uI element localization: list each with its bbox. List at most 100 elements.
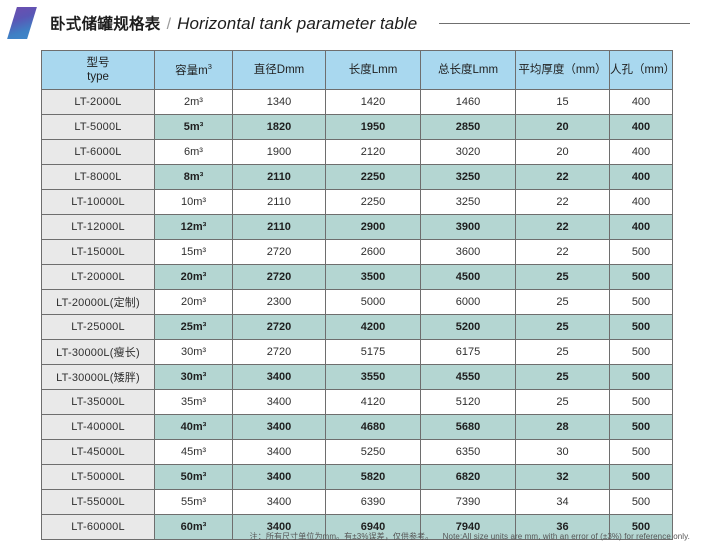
cell-diameter: 2110 — [232, 189, 326, 215]
cell-model: LT-25000L — [41, 314, 155, 340]
table-row: LT-15000L 15m³ 2720 2600 3600 22 500 — [41, 239, 673, 265]
horizontal-tank-spec-table: 型号 type 容量m3 直径Dmm 长度Lmm 总长度Lmm 平均厚度（mm）… — [41, 50, 675, 540]
col-header-capacity-sup: 3 — [207, 61, 212, 71]
cell-capacity: 35m³ — [154, 389, 233, 415]
cell-manhole: 500 — [609, 314, 673, 340]
table-row: LT-30000L(矮胖) 30m³ 3400 3550 4550 25 500 — [41, 364, 673, 390]
cell-diameter: 3400 — [232, 489, 326, 515]
cell-length: 4200 — [325, 314, 421, 340]
cell-model: LT-15000L — [41, 239, 155, 265]
cell-manhole: 500 — [609, 339, 673, 365]
cell-total-length: 3250 — [420, 189, 516, 215]
cell-capacity: 20m³ — [154, 289, 233, 315]
cell-capacity: 10m³ — [154, 189, 233, 215]
table-row: LT-12000L 12m³ 2110 2900 3900 22 400 — [41, 214, 673, 240]
cell-manhole: 500 — [609, 264, 673, 290]
cell-capacity: 2m³ — [154, 89, 233, 115]
col-header-capacity-cn: 容量m — [175, 64, 208, 77]
col-header-model-en: type — [87, 71, 109, 83]
table-row: LT-2000L 2m³ 1340 1420 1460 15 400 — [41, 89, 673, 115]
cell-manhole: 500 — [609, 464, 673, 490]
cell-thickness: 22 — [515, 239, 610, 265]
cell-model: LT-50000L — [41, 464, 155, 490]
table-row: LT-8000L 8m³ 2110 2250 3250 22 400 — [41, 164, 673, 190]
cell-thickness: 30 — [515, 439, 610, 465]
page-title-en: Horizontal tank parameter table — [177, 13, 418, 33]
cell-thickness: 36 — [515, 514, 610, 540]
cell-diameter: 2720 — [232, 314, 326, 340]
spec-table-container: 型号 type 容量m3 直径Dmm 长度Lmm 总长度Lmm 平均厚度（mm）… — [41, 50, 675, 540]
page-header: 卧式储罐规格表 / Horizontal tank parameter tabl… — [0, 0, 706, 45]
cell-thickness: 28 — [515, 414, 610, 440]
cell-length: 6390 — [325, 489, 421, 515]
cell-model: LT-40000L — [41, 414, 155, 440]
cell-capacity: 50m³ — [154, 464, 233, 490]
cell-capacity: 30m³ — [154, 364, 233, 390]
cell-capacity: 12m³ — [154, 214, 233, 240]
cell-capacity: 8m³ — [154, 164, 233, 190]
col-header-diameter: 直径Dmm — [232, 50, 326, 90]
cell-thickness: 32 — [515, 464, 610, 490]
cell-model: LT-5000L — [41, 114, 155, 140]
cell-total-length: 5200 — [420, 314, 516, 340]
cell-capacity: 30m³ — [154, 339, 233, 365]
cell-model: LT-35000L — [41, 389, 155, 415]
cell-capacity: 40m³ — [154, 414, 233, 440]
cell-total-length: 3020 — [420, 139, 516, 165]
cell-total-length: 5680 — [420, 414, 516, 440]
cell-diameter: 1900 — [232, 139, 326, 165]
cell-model: LT-20000L — [41, 264, 155, 290]
cell-manhole: 400 — [609, 139, 673, 165]
cell-model: LT-30000L(瘦长) — [41, 339, 155, 365]
cell-diameter: 2720 — [232, 264, 326, 290]
cell-thickness: 20 — [515, 114, 610, 140]
cell-diameter: 2720 — [232, 239, 326, 265]
cell-manhole: 400 — [609, 189, 673, 215]
cell-capacity: 15m³ — [154, 239, 233, 265]
cell-manhole: 400 — [609, 164, 673, 190]
col-header-manhole: 人孔（mm） — [609, 50, 675, 90]
cell-manhole: 500 — [609, 364, 673, 390]
cell-thickness: 22 — [515, 164, 610, 190]
table-row: LT-30000L(瘦长) 30m³ 2720 5175 6175 25 500 — [41, 339, 673, 365]
cell-length: 5250 — [325, 439, 421, 465]
cell-total-length: 5120 — [420, 389, 516, 415]
col-header-model-cn: 型号 — [86, 56, 110, 69]
brand-slash-icon — [7, 6, 37, 39]
cell-manhole: 500 — [609, 439, 673, 465]
cell-total-length: 1460 — [420, 89, 516, 115]
cell-total-length: 4550 — [420, 364, 516, 390]
cell-diameter: 3400 — [232, 414, 326, 440]
cell-total-length: 6820 — [420, 464, 516, 490]
cell-diameter: 2720 — [232, 339, 326, 365]
cell-manhole: 500 — [609, 239, 673, 265]
cell-model: LT-6000L — [41, 139, 155, 165]
col-header-model: 型号 type — [41, 50, 155, 90]
cell-capacity: 6m³ — [154, 139, 233, 165]
footnote-en: Note:All size units are mm, with an erro… — [442, 532, 690, 541]
cell-total-length: 2850 — [420, 114, 516, 140]
table-row: LT-55000L 55m³ 3400 6390 7390 34 500 — [41, 489, 673, 515]
cell-total-length: 3600 — [420, 239, 516, 265]
cell-model: LT-8000L — [41, 164, 155, 190]
table-row: LT-35000L 35m³ 3400 4120 5120 25 500 — [41, 389, 673, 415]
cell-length: 5175 — [325, 339, 421, 365]
col-header-capacity: 容量m3 — [154, 50, 233, 90]
cell-length: 4120 — [325, 389, 421, 415]
footnote: 注：所有尺寸单位为mm。有±3%误差，仅供参考。 Note:All size u… — [0, 531, 690, 542]
cell-total-length: 6000 — [420, 289, 516, 315]
cell-diameter: 3400 — [232, 389, 326, 415]
title-separator: / — [166, 15, 172, 33]
cell-diameter: 1820 — [232, 114, 326, 140]
cell-length: 6940 — [325, 514, 421, 540]
cell-capacity: 5m³ — [154, 114, 233, 140]
cell-manhole: 500 — [609, 489, 673, 515]
cell-thickness: 25 — [515, 364, 610, 390]
cell-diameter: 2110 — [232, 164, 326, 190]
table-head: 型号 type 容量m3 直径Dmm 长度Lmm 总长度Lmm 平均厚度（mm）… — [41, 50, 675, 90]
col-header-total-length: 总长度Lmm — [420, 50, 516, 90]
cell-thickness: 25 — [515, 289, 610, 315]
col-header-length: 长度Lmm — [325, 50, 421, 90]
cell-manhole: 500 — [609, 289, 673, 315]
cell-diameter: 2300 — [232, 289, 326, 315]
